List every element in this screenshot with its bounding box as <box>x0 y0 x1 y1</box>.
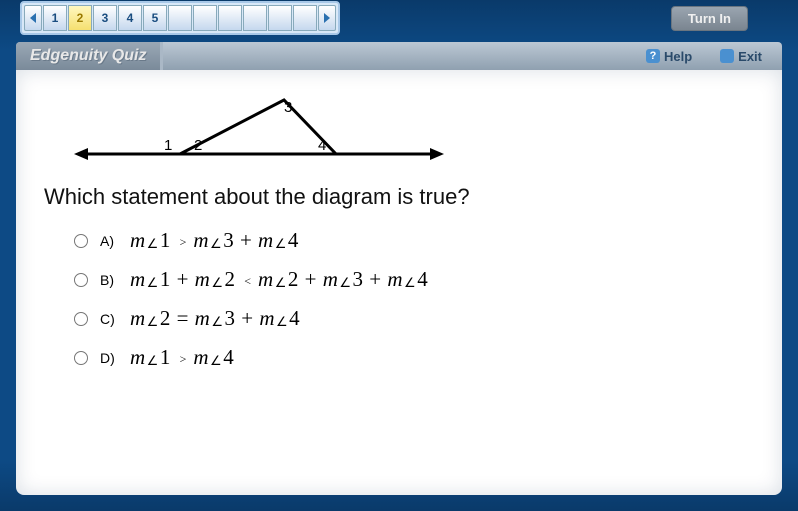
choice-letter: D) <box>100 350 122 366</box>
svg-text:3: 3 <box>284 99 292 116</box>
nav-cell-8[interactable] <box>218 5 242 31</box>
choice-d[interactable]: D) m∠1 > m∠4 <box>74 345 754 370</box>
question-nav: 12345 <box>20 1 340 35</box>
geometry-diagram: 1 2 3 4 <box>44 86 464 171</box>
quiz-title: Edgenuity Quiz <box>16 42 163 70</box>
nav-next-button[interactable] <box>318 5 336 31</box>
diagram: 1 2 3 4 <box>44 86 754 176</box>
nav-cell-3[interactable]: 3 <box>93 5 117 31</box>
help-icon: ? <box>646 49 660 63</box>
app-frame: 12345 Turn In Edgenuity Quiz ? Help Exit… <box>0 0 798 511</box>
svg-text:4: 4 <box>318 137 326 154</box>
choice-radio-c[interactable] <box>74 312 88 326</box>
exit-link[interactable]: Exit <box>720 49 762 64</box>
chevron-right-icon <box>322 12 332 24</box>
help-label: Help <box>664 49 692 64</box>
nav-cell-10[interactable] <box>268 5 292 31</box>
nav-cell-11[interactable] <box>293 5 317 31</box>
question-text: Which statement about the diagram is tru… <box>44 184 754 210</box>
choice-radio-a[interactable] <box>74 234 88 248</box>
choice-b[interactable]: B) m∠1 + m∠2 < m∠2 + m∠3 + m∠4 <box>74 267 754 292</box>
header-right: ? Help Exit <box>646 49 782 64</box>
nav-cell-7[interactable] <box>193 5 217 31</box>
choice-expression: m∠1 > m∠3 + m∠4 <box>130 228 299 253</box>
choice-c[interactable]: C) m∠2 = m∠3 + m∠4 <box>74 306 754 331</box>
exit-icon <box>720 49 734 63</box>
svg-text:1: 1 <box>164 137 172 154</box>
nav-cell-4[interactable]: 4 <box>118 5 142 31</box>
choice-expression: m∠1 > m∠4 <box>130 345 234 370</box>
choice-a[interactable]: A) m∠1 > m∠3 + m∠4 <box>74 228 754 253</box>
choice-letter: C) <box>100 311 122 327</box>
choice-radio-b[interactable] <box>74 273 88 287</box>
nav-cell-5[interactable]: 5 <box>143 5 167 31</box>
nav-cell-6[interactable] <box>168 5 192 31</box>
nav-cell-1[interactable]: 1 <box>43 5 67 31</box>
choice-letter: A) <box>100 233 122 249</box>
header-bar: Edgenuity Quiz ? Help Exit <box>16 42 782 70</box>
chevron-left-icon <box>28 12 38 24</box>
choice-expression: m∠1 + m∠2 < m∠2 + m∠3 + m∠4 <box>130 267 428 292</box>
answer-choices: A) m∠1 > m∠3 + m∠4 B) m∠1 + m∠2 < m∠2 + m∠3… <box>74 228 754 370</box>
choice-letter: B) <box>100 272 122 288</box>
exit-label: Exit <box>738 49 762 64</box>
nav-cell-9[interactable] <box>243 5 267 31</box>
nav-prev-button[interactable] <box>24 5 42 31</box>
help-link[interactable]: ? Help <box>646 49 692 64</box>
nav-cell-2[interactable]: 2 <box>68 5 92 31</box>
choice-radio-d[interactable] <box>74 351 88 365</box>
content-area: 1 2 3 4 Which statement about the diagram i… <box>16 70 782 495</box>
top-nav: 12345 Turn In <box>20 2 778 34</box>
svg-text:2: 2 <box>194 137 202 154</box>
choice-expression: m∠2 = m∠3 + m∠4 <box>130 306 300 331</box>
turn-in-button[interactable]: Turn In <box>671 6 748 31</box>
